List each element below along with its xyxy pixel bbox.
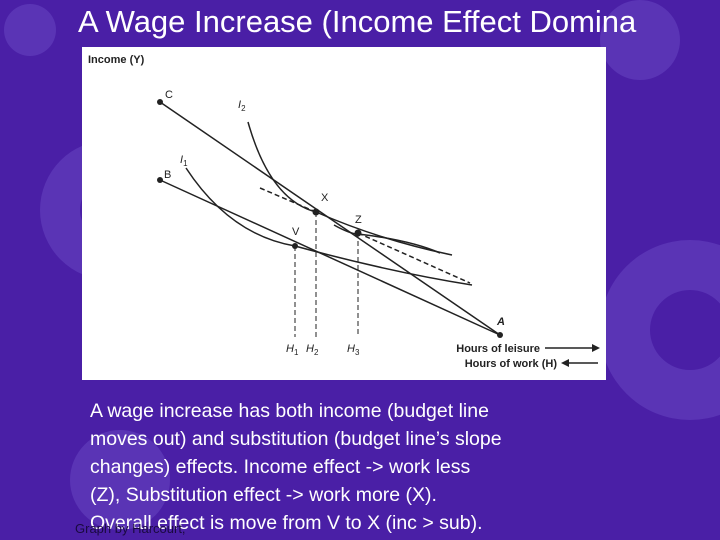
curve-label: I1 — [180, 154, 188, 168]
credit: Graph by Harcourt, — [75, 521, 186, 536]
leisure-label: Hours of leisure — [456, 343, 540, 355]
point-label: Z — [355, 214, 362, 226]
diagram: Income (Y) C B X Z V A I2 I1 — [82, 47, 606, 380]
hours-label: H2 — [306, 343, 319, 357]
caption-line: moves out) and substitution (budget line… — [90, 428, 502, 450]
caption-line: A wage increase has both income (budget … — [90, 400, 489, 422]
work-label: Hours of work (H) — [465, 358, 558, 370]
point-label: A — [496, 316, 505, 328]
point-label: X — [321, 192, 329, 204]
points — [157, 99, 503, 338]
arrow-head — [561, 359, 569, 367]
dashed-tangent — [357, 232, 471, 284]
diagram-lines — [159, 101, 598, 364]
curve-label: I2 — [238, 99, 246, 113]
point-label: C — [165, 89, 173, 101]
point-label: V — [292, 226, 300, 238]
y-axis-label: Income (Y) — [88, 54, 145, 66]
caption-line: Overall effect is move from V to X (inc … — [90, 512, 483, 534]
hours-label: H3 — [347, 343, 360, 357]
caption-line: changes) effects. Income effect -> work … — [90, 456, 471, 478]
caption: A wage increase has both income (budget … — [90, 400, 502, 534]
arrow-head — [592, 344, 600, 352]
diagram-panel — [82, 47, 606, 380]
caption-line: (Z), Substitution effect -> work more (X… — [90, 484, 437, 506]
slide-title: A Wage Increase (Income Effect Domina — [78, 4, 637, 39]
point-label: B — [164, 169, 171, 181]
hours-label: H1 — [286, 343, 299, 357]
dashed-tangent — [259, 187, 317, 213]
